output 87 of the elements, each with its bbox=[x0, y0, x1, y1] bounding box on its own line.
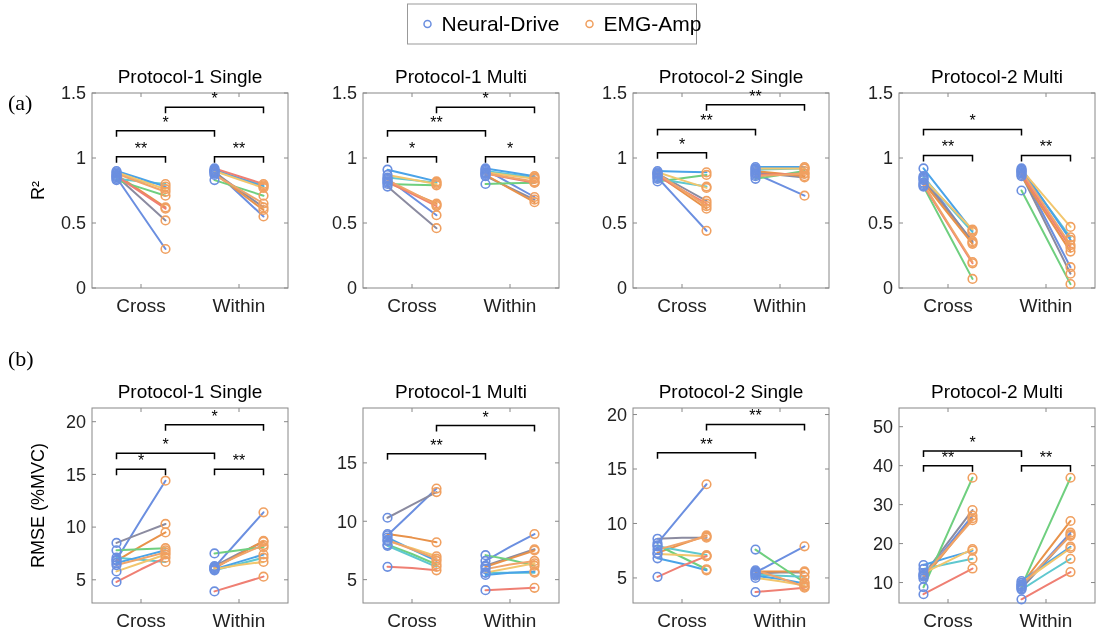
y-tick-label: 1 bbox=[616, 148, 627, 169]
y-tick-label: 1.5 bbox=[601, 83, 627, 104]
x-tick-label: Within bbox=[753, 610, 807, 631]
chart-title: Protocol-2 Multi bbox=[931, 381, 1063, 402]
x-tick-label: Cross bbox=[657, 610, 707, 631]
y-tick-label: 10 bbox=[606, 513, 627, 534]
annotation: ** bbox=[1039, 138, 1053, 156]
x-tick-label: Within bbox=[212, 610, 266, 631]
chart-title: Protocol-1 Single bbox=[117, 66, 263, 87]
y-tick-label: 40 bbox=[872, 455, 893, 476]
annotation: ** bbox=[1039, 448, 1053, 466]
y-tick-label: 20 bbox=[606, 404, 627, 425]
annotation: ** bbox=[232, 139, 246, 157]
annotation: ** bbox=[134, 139, 148, 157]
y-tick-label: 1.5 bbox=[331, 83, 357, 104]
x-tick-label: Within bbox=[483, 610, 537, 631]
legend-label: EMG-Amp bbox=[603, 12, 702, 36]
chart-title: Protocol-1 Multi bbox=[395, 66, 527, 87]
y-tick-label: 1 bbox=[346, 148, 357, 169]
x-tick-label: Within bbox=[483, 295, 537, 316]
x-tick-label: Within bbox=[1019, 295, 1073, 316]
chart-title: Protocol-1 Multi bbox=[395, 381, 527, 402]
annotation: ** bbox=[700, 435, 713, 453]
y-tick-label: 1 bbox=[75, 148, 86, 169]
y-tick-label: 10 bbox=[336, 511, 357, 532]
y-tick-label: 0 bbox=[882, 278, 893, 299]
x-tick-label: Cross bbox=[387, 295, 437, 316]
y-tick-label: 15 bbox=[336, 453, 357, 474]
annotation: ** bbox=[749, 87, 762, 105]
y-tick-label: 0 bbox=[75, 278, 86, 299]
y-tick-label: 30 bbox=[872, 494, 893, 515]
x-tick-label: Within bbox=[212, 295, 266, 316]
y-tick-label: 1 bbox=[882, 148, 893, 169]
y-axis-title: R² bbox=[28, 181, 48, 200]
annotation: * bbox=[482, 408, 489, 426]
chart-title: Protocol-2 Single bbox=[658, 66, 804, 87]
annotation: * bbox=[506, 139, 514, 157]
y-tick-label: 1.5 bbox=[867, 83, 893, 104]
y-tick-label: 5 bbox=[75, 570, 86, 591]
annotation: * bbox=[408, 139, 416, 157]
y-axis-title: RMSE (%MVC) bbox=[28, 443, 48, 568]
y-tick-label: 0.5 bbox=[331, 213, 357, 234]
annotation: ** bbox=[232, 452, 246, 470]
y-tick-label: 0.5 bbox=[601, 213, 627, 234]
y-tick-label: 15 bbox=[65, 464, 86, 485]
text: (b) bbox=[8, 346, 34, 371]
y-tick-label: 15 bbox=[606, 459, 627, 480]
x-tick-label: Cross bbox=[657, 295, 707, 316]
annotation: * bbox=[162, 113, 169, 131]
annotation: * bbox=[137, 452, 145, 470]
annotation: ** bbox=[749, 407, 762, 425]
annotation: ** bbox=[700, 112, 713, 130]
x-tick-label: Within bbox=[1019, 610, 1073, 631]
y-tick-label: 0 bbox=[346, 278, 357, 299]
chart-title: Protocol-2 Single bbox=[658, 381, 804, 402]
annotation: * bbox=[969, 433, 976, 451]
y-tick-label: 10 bbox=[872, 572, 893, 593]
annotation: * bbox=[482, 90, 489, 108]
annotation: * bbox=[211, 90, 218, 108]
chart-title: Protocol-1 Single bbox=[117, 381, 263, 402]
annotation: * bbox=[211, 407, 218, 425]
x-tick-label: Cross bbox=[923, 295, 973, 316]
y-tick-label: 20 bbox=[65, 412, 86, 432]
annotation: ** bbox=[430, 113, 443, 131]
x-tick-label: Within bbox=[753, 295, 807, 316]
y-tick-label: 0.5 bbox=[867, 213, 893, 234]
y-tick-label: 50 bbox=[872, 417, 893, 437]
y-tick-label: 1.5 bbox=[60, 83, 86, 104]
x-tick-label: Cross bbox=[923, 610, 973, 631]
y-tick-label: 5 bbox=[346, 569, 357, 590]
x-tick-label: Cross bbox=[116, 610, 166, 631]
annotation: ** bbox=[941, 138, 955, 156]
y-tick-label: 5 bbox=[616, 568, 627, 589]
annotation: * bbox=[162, 436, 169, 454]
chart-title: Protocol-2 Multi bbox=[931, 66, 1063, 87]
text: (a) bbox=[8, 90, 33, 115]
legend-label: Neural-Drive bbox=[441, 12, 560, 36]
annotation: * bbox=[678, 135, 686, 153]
annotation: ** bbox=[430, 436, 443, 454]
annotation: * bbox=[969, 112, 976, 130]
annotation: ** bbox=[941, 448, 955, 466]
y-tick-label: 0.5 bbox=[60, 213, 86, 234]
x-tick-label: Cross bbox=[116, 295, 166, 316]
y-tick-label: 0 bbox=[616, 278, 627, 299]
x-tick-label: Cross bbox=[387, 610, 437, 631]
y-tick-label: 20 bbox=[872, 533, 893, 554]
y-tick-label: 10 bbox=[65, 517, 86, 538]
